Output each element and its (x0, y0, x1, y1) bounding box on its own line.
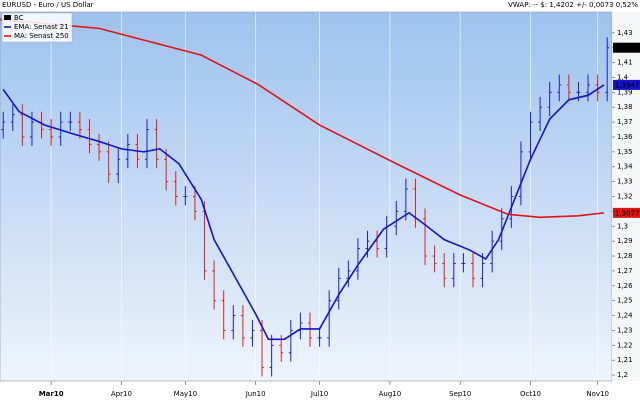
x-tick-label: Aug10 (379, 390, 402, 398)
y-tick-label: 1,21 (617, 356, 633, 364)
y-tick-label: 1,41 (617, 59, 633, 67)
y-tick-label: 1,22 (617, 341, 633, 349)
y-axis-area (612, 12, 640, 381)
legend-label: MA: Senast 250 (14, 32, 69, 40)
y-tick-label: 1,28 (617, 252, 633, 260)
x-tick-label: Jul10 (310, 390, 328, 398)
legend-box (1, 12, 73, 43)
chart-subtitle: VWAP: -- $: 1,4202 +/- 0,0073 0,52% (508, 1, 638, 9)
mark-layer (0, 18, 610, 377)
last-value-box (613, 207, 640, 218)
x-tick-label: Oct10 (520, 390, 541, 398)
legend-label: EMA: Senast 21 (14, 23, 69, 31)
y-tick-label: 1,36 (617, 133, 633, 141)
x-tick-label: Nov10 (586, 390, 609, 398)
y-tick-label: 1,33 (617, 178, 633, 186)
y-tick-label: 1,24 (617, 312, 633, 320)
legend-swatch (4, 15, 11, 20)
y-tick-label: 1,43 (617, 29, 633, 37)
chart-title: EURUSD - Euro / US Dollar (2, 1, 94, 9)
indicator-line (2, 84, 605, 341)
last-value-label: 1,3947 (615, 81, 640, 89)
last-value-box (613, 42, 640, 53)
y-tick-label: 1,26 (617, 282, 633, 290)
last-value-label: 1,4202 (615, 44, 640, 52)
x-tick-label: Jun10 (245, 390, 266, 398)
grid-layer (50, 12, 615, 385)
legend-label: BC (14, 14, 24, 22)
y-tick-label: 1,39 (617, 88, 633, 96)
x-tick-label: May10 (174, 390, 197, 398)
y-tick-label: 1,32 (617, 193, 633, 201)
y-tick-label: 1,35 (617, 148, 633, 156)
y-tick-label: 1,27 (617, 267, 633, 275)
x-tick-label: Apr10 (111, 390, 132, 398)
y-tick-label: 1,34 (617, 163, 633, 171)
x-tick-label: Mar10 (39, 390, 64, 398)
y-tick-label: 1,4 (617, 73, 629, 81)
indicator-line (0, 18, 605, 219)
y-tick-label: 1,25 (617, 297, 633, 305)
y-tick-label: 1,2 (617, 371, 628, 379)
x-tick-label: Sep10 (449, 390, 471, 398)
y-tick-label: 1,23 (617, 326, 633, 334)
y-tick-label: 1,38 (617, 103, 633, 111)
y-tick-label: 1,29 (617, 237, 633, 245)
y-tick-label: 1,3 (617, 222, 628, 230)
y-tick-label: 1,37 (617, 118, 633, 126)
last-value-label: 1,3077 (615, 209, 640, 217)
last-value-box (613, 79, 640, 90)
plot-area (0, 11, 613, 382)
